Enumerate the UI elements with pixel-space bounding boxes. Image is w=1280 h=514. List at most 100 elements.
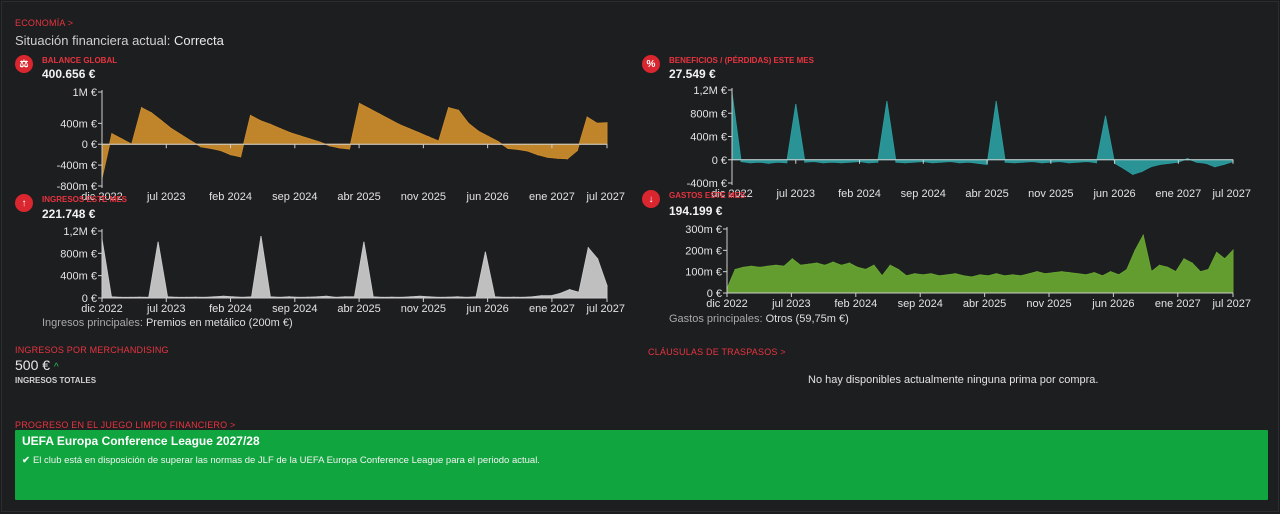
income-main-value: Premios en metálico (200m €) <box>145 317 293 329</box>
balance-data-point <box>448 107 450 109</box>
income-x-tick-label: sep 2024 <box>272 303 317 315</box>
balance-data-point <box>121 138 123 140</box>
ffp-status-message: ✔ El club está en disposición de superar … <box>22 455 540 466</box>
expense-y-tick-label: 100m € <box>685 267 722 279</box>
balance-data-point <box>249 114 252 117</box>
profit-data-point <box>831 161 833 163</box>
transfer-clauses-section-link[interactable]: CLÁUSULAS DE TRASPASOS > <box>648 347 786 357</box>
income-data-point <box>494 296 496 298</box>
profit-y-tick-label: 1,2M € <box>693 85 727 97</box>
profit-value: 27.549 € <box>669 67 716 81</box>
expense-x-tick-label: dic 2022 <box>706 298 748 310</box>
income-data-point <box>194 296 197 298</box>
income-series-area <box>101 236 608 299</box>
expense-data-point <box>922 274 924 276</box>
merchandising-value: 500 € <box>15 357 51 373</box>
expense-data-point <box>734 268 736 271</box>
income-data-point <box>353 296 356 298</box>
balance-chart: 1M € 400m € 0 € -400m € -800m €dic 2022 jul 2… <box>57 87 625 203</box>
income-y-tick-label: 1,2M € <box>63 226 97 238</box>
expense-x-tick-label: jul 2027 <box>1211 298 1251 310</box>
income-x-tick-label: dic 2022 <box>81 303 123 315</box>
balance-data-point <box>220 149 222 152</box>
expense-data-point <box>1044 273 1046 275</box>
check-icon: ✔ <box>22 455 30 466</box>
merchandising-section-link[interactable]: INGRESOS POR MERCHANDISING <box>15 345 169 355</box>
balance-series-area <box>101 102 608 179</box>
profit-data-point <box>977 162 979 164</box>
profit-data-point <box>959 162 961 164</box>
income-data-point <box>428 296 430 298</box>
income-y-tick-label: 0 € <box>82 293 97 305</box>
income-x-tick-label: jul 2027 <box>585 303 625 315</box>
balance-data-point <box>566 158 569 160</box>
profit-data-point <box>904 162 906 164</box>
expense-data-point <box>979 274 981 276</box>
expense-data-point <box>767 265 769 267</box>
expense-data-point <box>791 258 793 260</box>
balance-data-point <box>111 133 113 135</box>
profit-data-point <box>1077 161 1079 163</box>
profit-data-point <box>1123 167 1125 170</box>
balance-data-point <box>576 149 578 152</box>
income-y-tick-label: 400m € <box>60 271 97 283</box>
expense-main-source: Gastos principales: Otros (59,75m €) <box>669 313 849 325</box>
income-data-point <box>344 296 346 298</box>
profit-x-tick-label: jul 2027 <box>1211 188 1251 200</box>
income-data-point <box>578 291 580 293</box>
profit-x-tick-label: jun 2026 <box>1092 188 1135 200</box>
profit-data-point <box>849 161 851 163</box>
expense-x-tick-label: sep 2024 <box>898 298 943 310</box>
income-data-point <box>157 241 159 243</box>
expense-main-value: Otros (59,75m €) <box>765 313 849 325</box>
financial-status-label: Situación financiera actual: <box>15 33 171 48</box>
ffp-status-card: UEFA Europa Conference League 2027/28 ✔ E… <box>15 430 1268 500</box>
profit-x-tick-label: sep 2024 <box>901 188 946 200</box>
balance-value: 400.656 € <box>42 67 96 81</box>
income-data-point <box>419 295 421 297</box>
profit-data-point <box>1150 166 1152 168</box>
balance-data-point <box>180 134 182 136</box>
income-data-point <box>531 296 533 298</box>
profit-x-tick-label: feb 2024 <box>838 188 881 200</box>
profit-data-point <box>986 163 988 165</box>
expense-y-tick-label: 200m € <box>685 245 722 257</box>
balance-x-tick-label: sep 2024 <box>272 191 317 203</box>
balance-y-tick-label: -800m € <box>57 181 97 193</box>
merchandising-total-label: INGRESOS TOTALES <box>15 376 97 385</box>
profit-data-point <box>895 161 897 163</box>
expense-data-point <box>848 262 850 264</box>
profit-x-tick-label: abr 2025 <box>965 188 1008 200</box>
income-data-point <box>213 296 215 298</box>
balance-data-point <box>329 145 331 147</box>
expense-data-point <box>1199 271 1201 273</box>
expense-data-point <box>873 264 875 266</box>
balance-data-point <box>150 112 153 114</box>
income-data-point <box>475 296 477 298</box>
income-data-point <box>456 296 458 298</box>
balance-data-point <box>606 122 608 124</box>
expense-data-point <box>840 264 842 266</box>
profit-data-point <box>795 103 797 106</box>
expense-data-point <box>1191 262 1193 264</box>
balance-data-point <box>141 107 143 109</box>
balance-data-point <box>339 147 341 149</box>
profit-data-point <box>1223 163 1225 165</box>
expense-data-point <box>742 266 744 268</box>
balance-data-point <box>507 147 509 149</box>
balance-scale-icon: ⚖ <box>15 55 33 73</box>
balance-y-tick-label: 1M € <box>73 87 97 99</box>
balance-x-tick-label: abr 2025 <box>337 191 380 203</box>
expense-data-point <box>1150 271 1152 273</box>
ffp-section-link[interactable]: PROGRESO EN EL JUEGO LIMPIO FINANCIERO > <box>15 420 236 430</box>
profit-data-point <box>1013 162 1015 164</box>
balance-data-point <box>170 128 172 130</box>
balance-data-point <box>477 130 479 132</box>
profit-y-tick-label: -400m € <box>687 178 727 190</box>
balance-data-point <box>230 154 232 156</box>
profit-label: BENEFICIOS / (PÉRDIDAS) ESTE MES <box>669 56 814 65</box>
balance-data-point <box>408 128 410 130</box>
expense-data-point <box>808 263 810 265</box>
economy-section-link[interactable]: ECONOMÍA > <box>15 18 74 28</box>
income-x-tick-label: nov 2025 <box>401 303 446 315</box>
